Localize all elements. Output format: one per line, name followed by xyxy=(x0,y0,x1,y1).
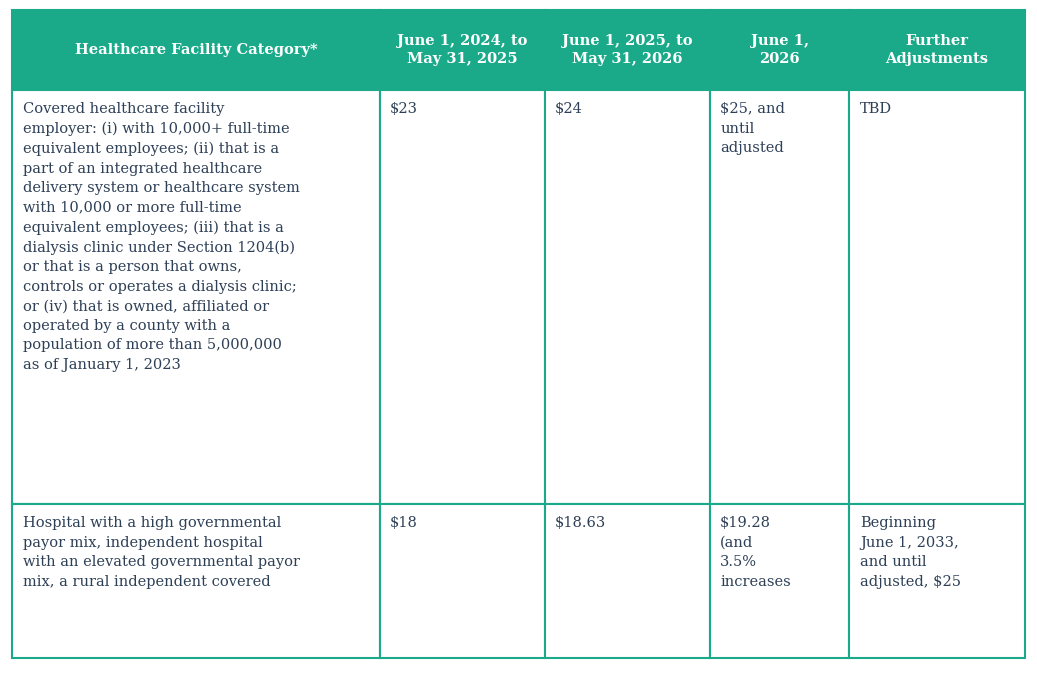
Bar xyxy=(709,10,849,90)
Bar xyxy=(544,10,709,90)
Text: Healthcare Facility Category*: Healthcare Facility Category* xyxy=(75,43,317,57)
Text: June 1, 2024, to
May 31, 2025: June 1, 2024, to May 31, 2025 xyxy=(397,34,528,66)
Text: $24: $24 xyxy=(555,102,583,116)
Text: $18: $18 xyxy=(390,516,418,531)
Bar xyxy=(12,504,380,658)
Bar xyxy=(544,504,709,658)
Bar xyxy=(544,90,709,504)
Bar xyxy=(849,10,1025,90)
Bar xyxy=(849,504,1025,658)
Bar xyxy=(709,90,849,504)
Bar xyxy=(380,504,544,658)
Text: $18.63: $18.63 xyxy=(555,516,607,531)
Bar xyxy=(380,90,544,504)
Text: $23: $23 xyxy=(390,102,418,116)
Bar xyxy=(380,10,544,90)
Bar xyxy=(12,90,380,504)
Text: Hospital with a high governmental
payor mix, independent hospital
with an elevat: Hospital with a high governmental payor … xyxy=(23,516,300,589)
Bar xyxy=(709,504,849,658)
Text: Further
Adjustments: Further Adjustments xyxy=(886,34,988,66)
Text: $19.28
(and
3.5%
increases: $19.28 (and 3.5% increases xyxy=(720,516,791,589)
Text: Beginning
June 1, 2033,
and until
adjusted, $25: Beginning June 1, 2033, and until adjust… xyxy=(860,516,961,589)
Bar xyxy=(12,10,380,90)
Text: June 1, 2025, to
May 31, 2026: June 1, 2025, to May 31, 2026 xyxy=(562,34,693,66)
Bar xyxy=(849,90,1025,504)
Text: June 1,
2026: June 1, 2026 xyxy=(751,34,809,66)
Text: Covered healthcare facility
employer: (i) with 10,000+ full-time
equivalent empl: Covered healthcare facility employer: (i… xyxy=(23,102,300,372)
Text: $25, and
until
adjusted: $25, and until adjusted xyxy=(720,102,785,155)
Text: TBD: TBD xyxy=(860,102,892,116)
